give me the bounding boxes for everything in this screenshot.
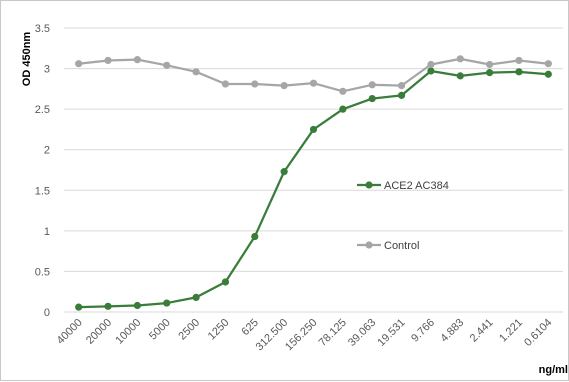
data-point: [221, 278, 230, 286]
gridlines: [64, 27, 563, 313]
data-point: [456, 72, 464, 80]
series-lines: [75, 55, 552, 311]
x-tick-label: 625: [239, 317, 260, 338]
x-axis-ticks: 40000 20000 10000 5000 2500 1250 625312.500156…: [55, 317, 555, 354]
data-point: [104, 302, 112, 310]
y-tick-label: 2: [44, 145, 50, 157]
y-tick-label: 3: [44, 64, 50, 76]
x-tick-label: 19.531: [375, 317, 407, 349]
x-tick-label: 20000: [84, 317, 114, 347]
x-tick-label: 1250: [206, 317, 232, 343]
x-tick-label: 40000: [55, 317, 85, 347]
data-point: [486, 60, 494, 69]
x-tick-label: 156.250: [283, 317, 320, 354]
legend-item: Control: [357, 240, 419, 252]
series-ace2-ac384: [75, 67, 552, 311]
data-point: [75, 60, 83, 68]
data-point: [133, 301, 141, 310]
data-point: [397, 82, 406, 90]
x-tick-label: 9.766: [409, 317, 437, 345]
y-axis-ticks: 0 0.5 1 1.5 2 2.5 3 3.5: [35, 23, 50, 319]
y-tick-label: 3.5: [35, 23, 50, 35]
data-point: [515, 56, 523, 65]
y-tick-label: 0.5: [35, 266, 50, 278]
data-point: [427, 60, 435, 69]
data-point: [104, 56, 112, 65]
data-point: [339, 105, 347, 113]
x-tick-label: 4.883: [438, 317, 466, 345]
data-point: [280, 168, 288, 176]
data-point: [309, 79, 318, 87]
legend-label: ACE2 AC384: [384, 180, 449, 192]
x-tick-label: 0.6104: [522, 317, 554, 349]
data-point: [456, 55, 464, 63]
data-point: [486, 69, 494, 77]
data-point: [163, 299, 171, 307]
legend: ACE2 AC384 Control: [357, 180, 449, 252]
data-point: [251, 232, 259, 241]
legend-label: Control: [384, 240, 419, 252]
data-point: [192, 293, 200, 301]
y-tick-label: 2.5: [35, 104, 50, 116]
legend-marker: [365, 181, 373, 189]
data-point: [192, 68, 200, 76]
legend-item: ACE2 AC384: [357, 180, 449, 192]
data-point: [133, 56, 141, 64]
y-tick-label: 1.5: [35, 185, 50, 197]
x-tick-label: 39.063: [346, 317, 378, 349]
data-point: [368, 94, 376, 103]
data-point: [75, 303, 83, 311]
data-point: [339, 87, 347, 95]
x-tick-label: 5000: [147, 317, 173, 343]
x-tick-label: 78.125: [317, 317, 349, 349]
data-point: [251, 80, 259, 88]
x-tick-label: 2.441: [468, 317, 496, 345]
data-point: [544, 60, 552, 68]
data-point: [544, 70, 552, 78]
x-tick-label: 2500: [176, 317, 202, 343]
data-point: [397, 91, 406, 99]
data-point: [515, 68, 523, 76]
y-axis-title: OD 450nm: [21, 32, 33, 87]
data-point: [427, 67, 435, 75]
y-tick-label: 0: [44, 307, 50, 319]
x-tick-label: 10000: [113, 317, 143, 347]
data-point: [280, 82, 288, 90]
data-point: [163, 61, 171, 69]
y-tick-label: 1: [44, 226, 50, 238]
data-point: [368, 81, 376, 89]
data-point: [221, 80, 230, 88]
x-axis-title: ng/ml: [539, 364, 568, 376]
data-point: [309, 125, 318, 134]
series-control: [75, 55, 552, 95]
legend-marker: [365, 241, 373, 249]
